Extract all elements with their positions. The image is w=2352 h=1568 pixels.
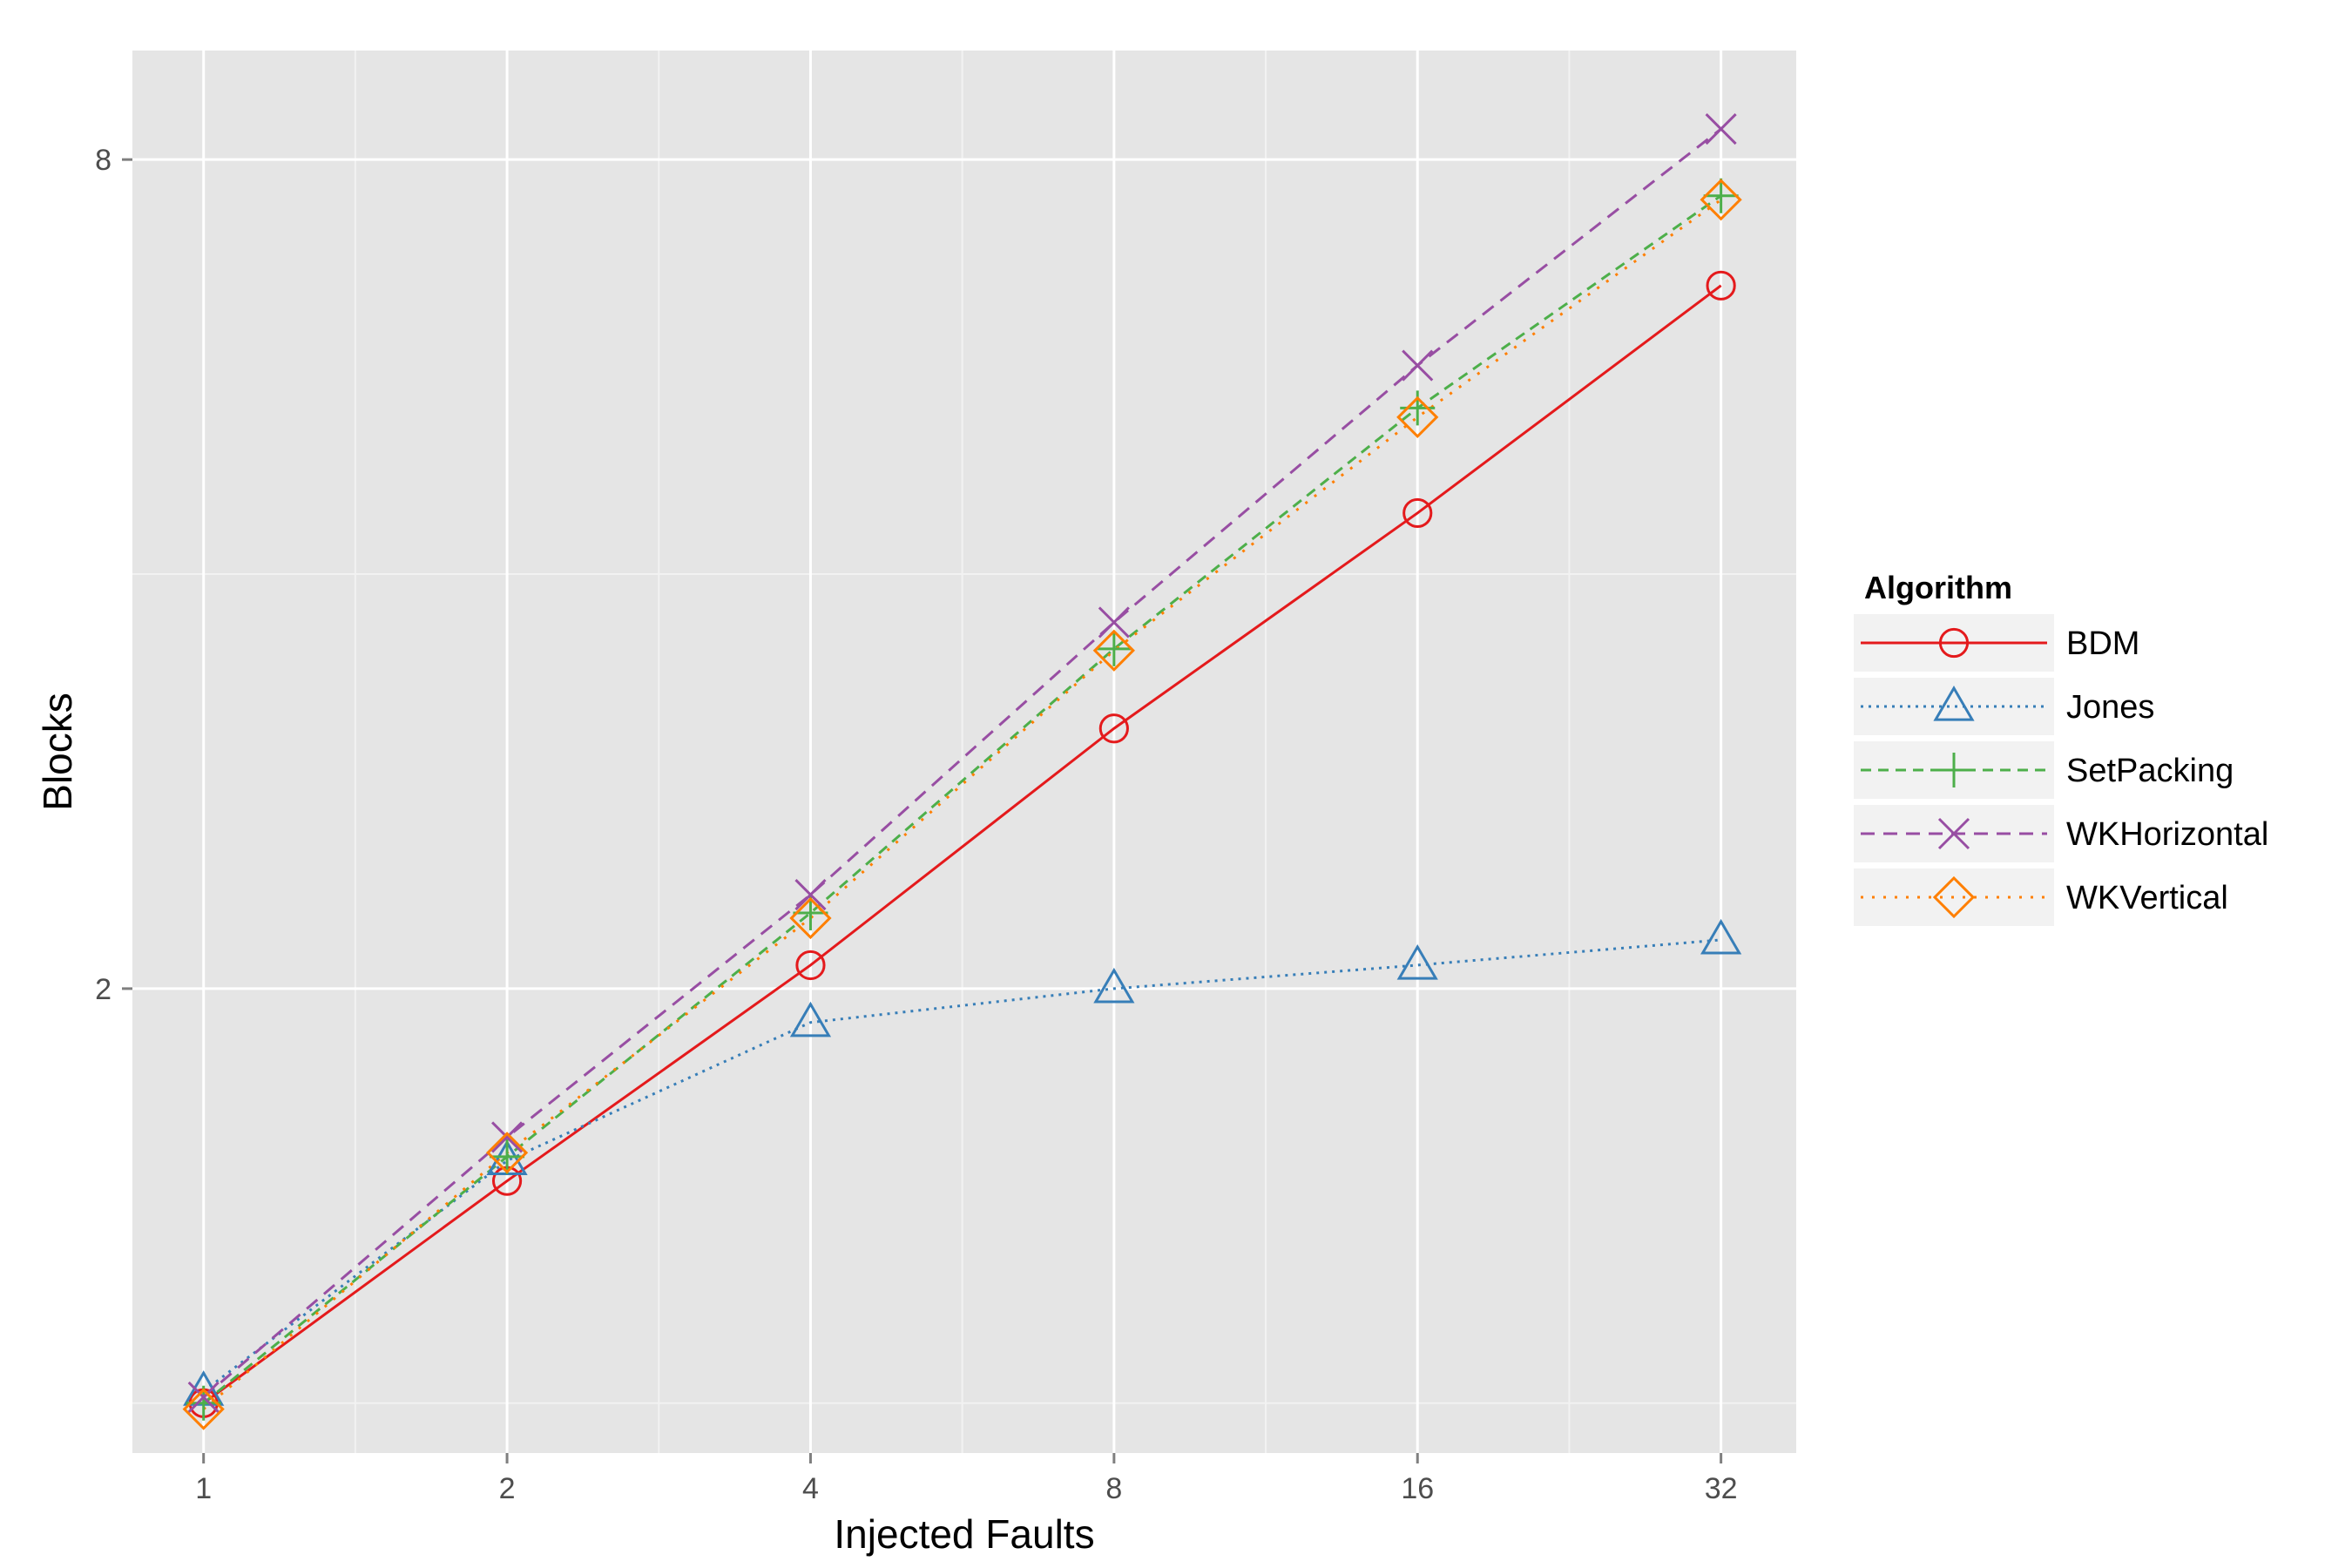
legend-label: WKHorizontal [2066,816,2268,853]
series-line-setpacking [202,194,1722,1404]
series-lines [202,127,1722,1410]
x-tick-label: 1 [195,1472,212,1505]
point-wkvertical [1396,395,1439,439]
point-setpacking [793,895,828,930]
series-line-bdm [202,284,1722,1404]
x-tick-label: 32 [1705,1472,1738,1505]
legend-label: Jones [2066,689,2154,726]
point-wkvertical [485,1132,529,1174]
point-bdm [1706,270,1736,301]
legend-key-marker [1937,817,1970,850]
point-wkhorizontal [491,1121,524,1153]
point-wkhorizontal [794,879,827,911]
x-tick-label: 2 [499,1472,516,1505]
legend-key-marker [1933,686,1975,721]
point-jones [789,1001,832,1037]
legend-key-marker [1938,627,1970,659]
point-bdm [1098,713,1129,744]
point-setpacking [1096,631,1132,666]
series-line-wkhorizontal [202,127,1722,1399]
point-bdm [795,950,826,981]
legend-label: WKVertical [2066,880,2228,916]
point-wkvertical [182,1388,225,1430]
x-tick-label: 8 [1105,1472,1122,1505]
legend: Algorithm BDM Jones SetPacking WKHorizontal… [1854,570,2268,926]
point-wkvertical [789,896,832,940]
point-wkhorizontal [1098,606,1130,639]
point-jones [1396,943,1438,980]
x-tick-label: 4 [802,1472,819,1505]
y-axis-title: Blocks [35,693,80,810]
legend-item-jones: Jones [1854,678,2154,735]
point-jones [1700,918,1742,955]
point-jones [1093,967,1135,1004]
minor-gridlines [132,51,1796,1453]
y-tick-label: 8 [95,144,112,177]
major-gridlines [132,51,1796,1453]
y-axis-ticks: 28 [95,144,132,1006]
legend-key-marker [1932,875,1976,919]
x-axis-ticks: 1 2 4 8 16 32 [195,1453,1738,1505]
legend-item-setpacking: SetPacking [1854,741,2234,799]
point-wkhorizontal [1402,349,1434,382]
legend-label: BDM [2066,625,2139,662]
point-wkhorizontal [187,1381,220,1413]
legend-item-wkvertical: WKVertical [1854,868,2228,926]
point-wkvertical [1700,179,1742,221]
y-tick-label: 2 [95,973,112,1006]
point-wkvertical [1092,629,1135,672]
legend-key-marker [1936,753,1971,787]
x-tick-label: 16 [1401,1472,1434,1505]
legend-title: Algorithm [1864,570,2012,605]
point-setpacking [490,1139,525,1174]
point-bdm [1402,497,1433,529]
legend-item-bdm: BDM [1854,614,2139,672]
point-wkhorizontal [1705,112,1737,145]
legend-label: SetPacking [2066,753,2234,789]
legend-item-wkhorizontal: WKHorizontal [1854,805,2268,862]
series-markers [182,112,1742,1430]
point-setpacking [1703,178,1739,213]
x-axis-title: Injected Faults [834,1511,1094,1557]
